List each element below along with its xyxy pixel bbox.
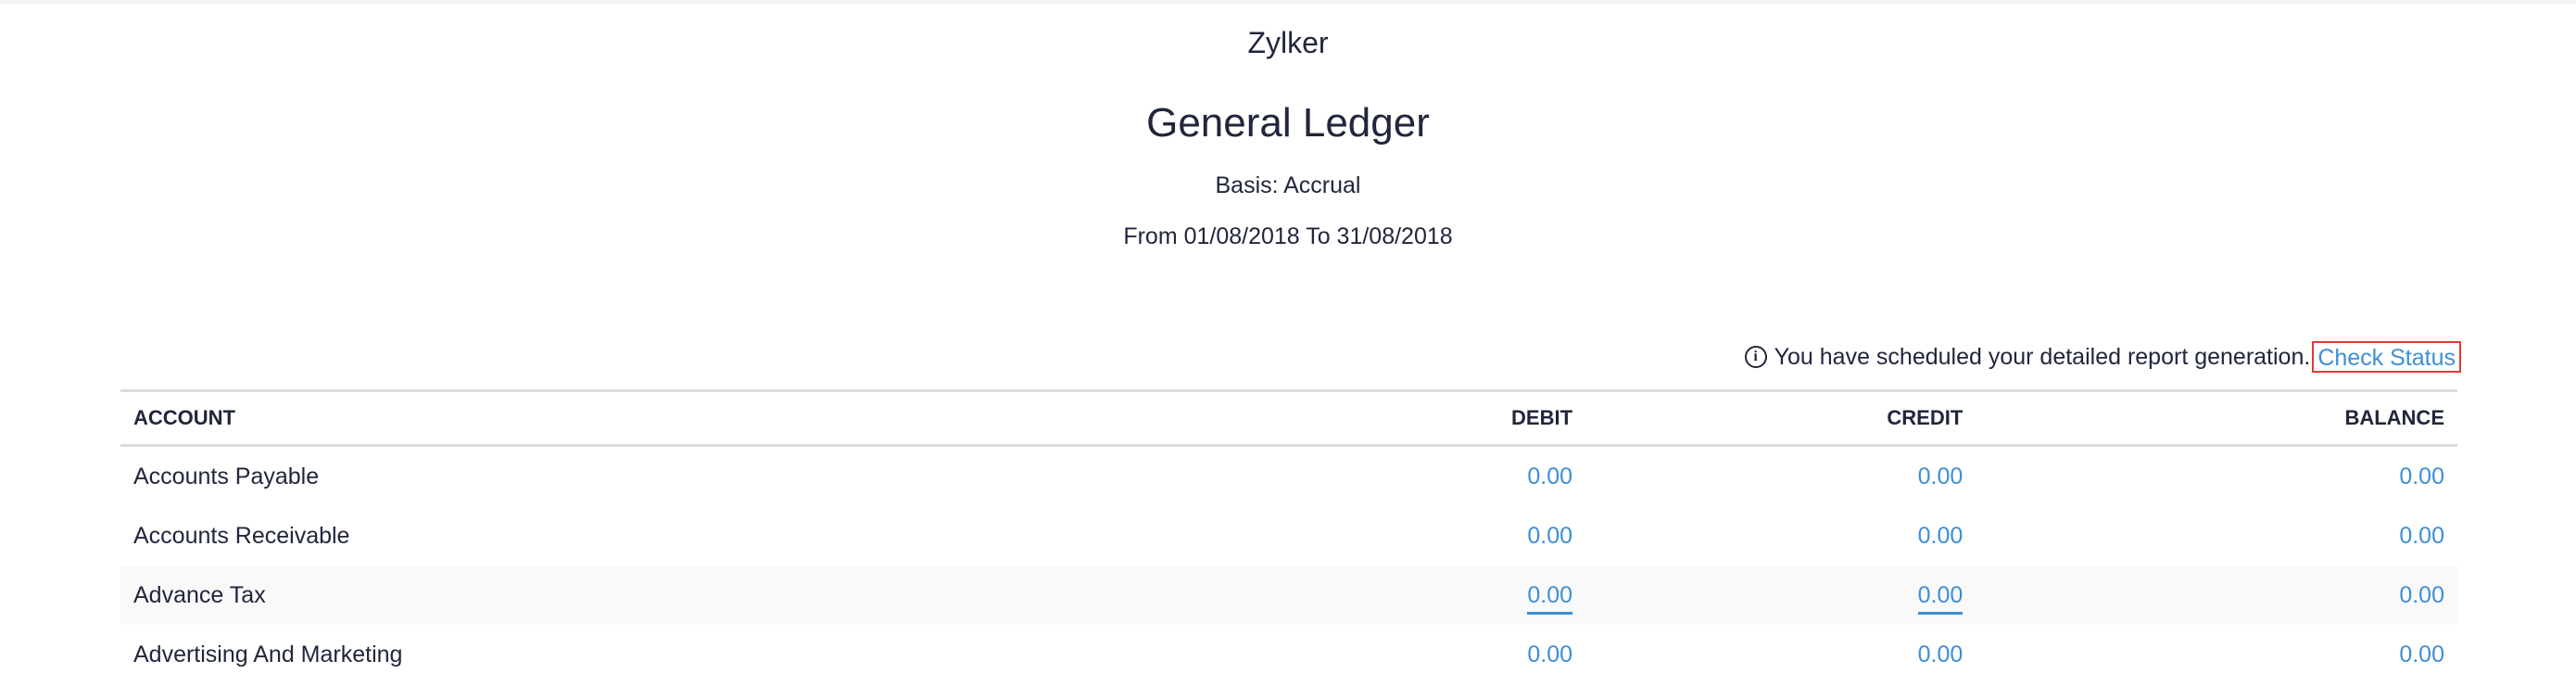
account-name: Advertising And Marketing (133, 641, 403, 667)
table-row[interactable]: Accounts Payable 0.00 0.00 0.00 (120, 446, 2457, 507)
column-header-debit: DEBIT (1511, 406, 1573, 429)
column-header-account: ACCOUNT (133, 406, 235, 429)
debit-amount-link[interactable]: 0.00 (1527, 581, 1573, 615)
report-date-range: From 01/08/2018 To 31/08/2018 (1123, 223, 1453, 249)
table-header-row: ACCOUNT DEBIT CREDIT BALANCE (120, 390, 2457, 446)
balance-amount-link[interactable]: 0.00 (2399, 463, 2444, 489)
balance-amount-link[interactable]: 0.00 (2399, 581, 2444, 608)
ledger-table: ACCOUNT DEBIT CREDIT BALANCE Accounts Pa… (120, 389, 2457, 684)
column-header-credit: CREDIT (1887, 406, 1964, 429)
table-row[interactable]: Accounts Receivable 0.00 0.00 0.00 (120, 506, 2457, 566)
credit-amount-link[interactable]: 0.00 (1917, 581, 1964, 615)
account-name: Accounts Payable (133, 463, 320, 489)
credit-amount-link[interactable]: 0.00 (1917, 522, 1964, 549)
account-name: Advance Tax (120, 566, 1252, 625)
notice-text: You have scheduled your detailed report … (1774, 343, 2311, 370)
table-row[interactable]: Advance Tax 0.00 0.00 0.00 (120, 566, 2457, 625)
report-basis: Basis: Accrual (1215, 172, 1361, 198)
balance-amount-link[interactable]: 0.00 (2399, 522, 2444, 549)
balance-amount-link[interactable]: 0.00 (2399, 641, 2444, 667)
scheduled-report-notice: i You have scheduled your detailed repor… (1744, 341, 2461, 373)
top-divider (0, 0, 2576, 4)
table-row[interactable]: Advertising And Marketing 0.00 0.00 0.00 (120, 625, 2457, 684)
column-header-balance: BALANCE (2344, 406, 2444, 429)
account-name: Accounts Receivable (133, 522, 350, 549)
organization-name: Zylker (1247, 26, 1329, 59)
credit-amount-link[interactable]: 0.00 (1917, 641, 1964, 667)
info-icon: i (1744, 346, 1767, 368)
debit-amount-link[interactable]: 0.00 (1527, 463, 1573, 489)
debit-amount-link[interactable]: 0.00 (1527, 522, 1573, 549)
debit-amount-link[interactable]: 0.00 (1527, 641, 1573, 667)
report-title: General Ledger (1146, 100, 1430, 146)
check-status-link[interactable]: Check Status (2312, 341, 2461, 373)
credit-amount-link[interactable]: 0.00 (1917, 463, 1964, 489)
